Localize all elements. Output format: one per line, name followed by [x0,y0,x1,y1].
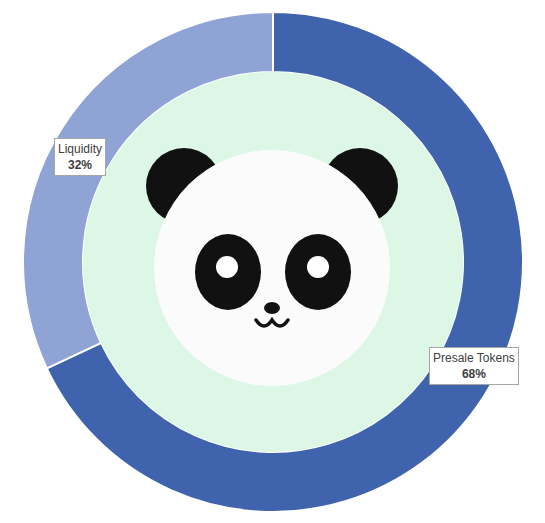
svg-text:Presale Tokens68%: Presale Tokens68% [433,351,515,381]
svg-text:Liquidity32%: Liquidity32% [58,142,102,172]
